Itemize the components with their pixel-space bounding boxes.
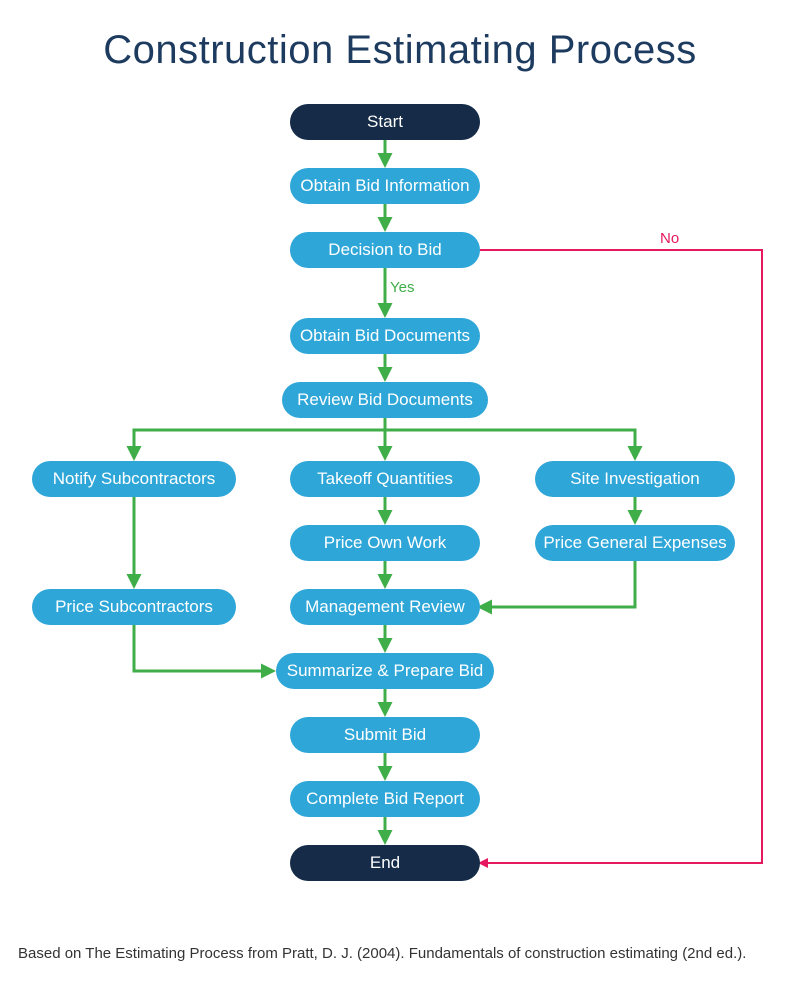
node-takeoff: Takeoff Quantities (290, 461, 480, 497)
node-review_docs: Review Bid Documents (282, 382, 488, 418)
diagram-title: Construction Estimating Process (0, 0, 800, 73)
node-notify_sub: Notify Subcontractors (32, 461, 236, 497)
node-mgmt_review: Management Review (290, 589, 480, 625)
node-complete: Complete Bid Report (290, 781, 480, 817)
node-price_gen: Price General Expenses (535, 525, 735, 561)
flow-edge (134, 430, 385, 458)
node-end: End (290, 845, 480, 881)
node-site_inv: Site Investigation (535, 461, 735, 497)
node-decision: Decision to Bid (290, 232, 480, 268)
node-start: Start (290, 104, 480, 140)
flow-edge (385, 430, 635, 458)
edge-label: Yes (390, 279, 414, 296)
node-summarize: Summarize & Prepare Bid (276, 653, 494, 689)
node-obtain_info: Obtain Bid Information (290, 168, 480, 204)
footnote: Based on The Estimating Process from Pra… (18, 945, 746, 962)
flow-edge (134, 625, 273, 671)
flow-edge (480, 561, 635, 607)
node-obtain_docs: Obtain Bid Documents (290, 318, 480, 354)
edge-label: No (660, 230, 679, 247)
node-submit: Submit Bid (290, 717, 480, 753)
node-price_sub: Price Subcontractors (32, 589, 236, 625)
node-price_own: Price Own Work (290, 525, 480, 561)
